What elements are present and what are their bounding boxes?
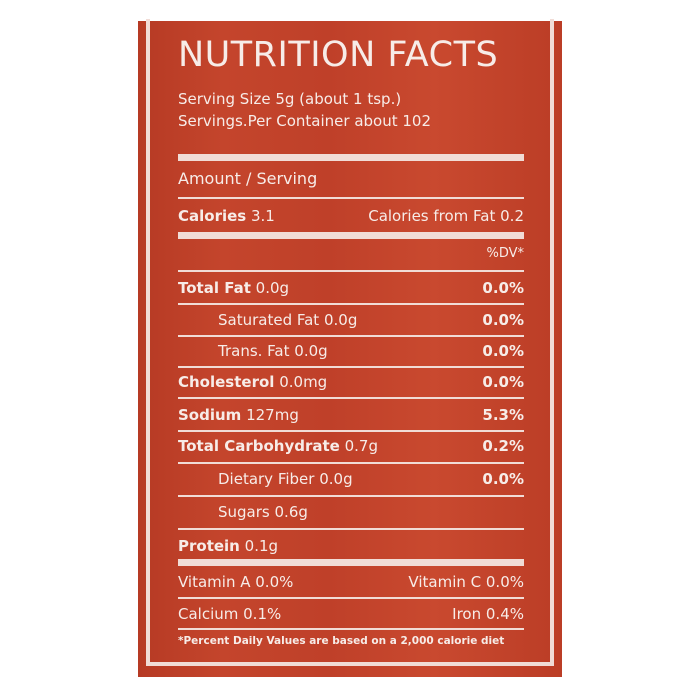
- dv-total-fat: 0.0%: [482, 279, 524, 297]
- nutrient-row-trans-fat: Trans. Fat 0.0g: [218, 342, 328, 360]
- nutrient-row-sodium: Sodium 127mg: [178, 406, 299, 424]
- divider: [178, 528, 524, 530]
- divider: [178, 397, 524, 399]
- nutrient-row-protein: Protein 0.1g: [178, 537, 279, 555]
- divider: [178, 232, 524, 239]
- serving-size: Serving Size 5g (about 1 tsp.): [178, 90, 402, 108]
- dv-sodium: 5.3%: [482, 406, 524, 424]
- divider: [178, 559, 524, 566]
- divider: [178, 628, 524, 630]
- nutrient-row-saturated-fat: Saturated Fat 0.0g: [218, 311, 358, 329]
- dv-total-carbohydrate: 0.2%: [482, 437, 524, 455]
- label-title: NUTRITION FACTS: [178, 35, 499, 75]
- dv-trans-fat: 0.0%: [482, 342, 524, 360]
- nutrient-row-total-carbohydrate: Total Carbohydrate 0.7g: [178, 437, 379, 455]
- iron: Iron 0.4%: [452, 605, 524, 623]
- dv-dietary-fiber: 0.0%: [482, 470, 524, 488]
- nutrient-row-total-fat: Total Fat 0.0g: [178, 279, 290, 297]
- nutrient-row-dietary-fiber: Dietary Fiber 0.0g: [218, 470, 353, 488]
- divider: [178, 197, 524, 199]
- vitamin-c: Vitamin C 0.0%: [408, 573, 524, 591]
- divider: [178, 303, 524, 305]
- divider: [178, 597, 524, 599]
- nutrition-label-panel: NUTRITION FACTS Serving Size 5g (about 1…: [138, 19, 562, 677]
- nutrient-row-sugars: Sugars 0.6g: [218, 503, 308, 521]
- calcium: Calcium 0.1%: [178, 605, 282, 623]
- calories-label: Calories: [178, 207, 247, 225]
- divider: [178, 430, 524, 432]
- dv-saturated-fat: 0.0%: [482, 311, 524, 329]
- divider: [178, 366, 524, 368]
- dv-cholesterol: 0.0%: [482, 373, 524, 391]
- label-frame: [146, 19, 554, 666]
- servings-per-container: Servings.Per Container about 102: [178, 112, 431, 130]
- vitamin-a: Vitamin A 0.0%: [178, 573, 294, 591]
- footnote: *Percent Daily Values are based on a 2,0…: [178, 635, 505, 647]
- divider: [178, 154, 524, 161]
- amount-per-serving: Amount / Serving: [178, 169, 318, 188]
- nutrient-row-cholesterol: Cholesterol 0.0mg: [178, 373, 328, 391]
- calories-from-fat: Calories from Fat 0.2: [368, 207, 524, 225]
- divider: [178, 495, 524, 497]
- calories-value: 3.1: [251, 207, 275, 225]
- divider: [178, 270, 524, 272]
- divider: [178, 335, 524, 337]
- dv-header: %DV*: [486, 246, 524, 261]
- divider: [178, 462, 524, 464]
